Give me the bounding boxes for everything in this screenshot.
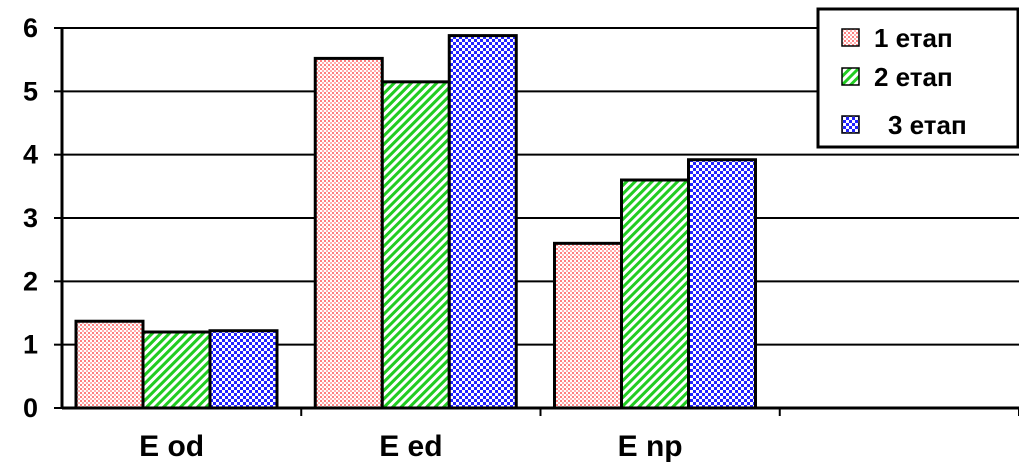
bar-1-3 xyxy=(553,241,623,410)
x-category-label: E ed xyxy=(379,430,442,463)
y-tick-label: 3 xyxy=(23,203,38,233)
bar-3-1 xyxy=(208,329,279,410)
y-tick-label: 5 xyxy=(23,76,38,106)
legend-label-2: 2 етап xyxy=(874,62,953,92)
legend-swatch-2 xyxy=(841,67,860,86)
gridlines xyxy=(62,27,1019,346)
y-tick-label: 4 xyxy=(23,140,38,170)
legend-label-3: 3 етап xyxy=(888,110,967,140)
bars xyxy=(74,34,757,410)
legend: 1 етап 2 етап 3 етап xyxy=(816,7,1019,149)
bar-1-2 xyxy=(313,56,384,410)
y-tick-label: 6 xyxy=(23,13,38,43)
x-category-labels: E od E ed E np xyxy=(139,408,1019,463)
x-category-label: E od xyxy=(139,430,204,463)
bar-3-3 xyxy=(687,158,757,410)
bar-2-3 xyxy=(620,178,690,410)
legend-item-3: 3 етап xyxy=(841,110,967,140)
bar-2-1 xyxy=(141,330,212,410)
bar-3-2 xyxy=(447,34,518,410)
y-tick-label: 0 xyxy=(23,393,38,423)
bar-1-1 xyxy=(74,319,145,410)
legend-swatch-3 xyxy=(841,115,860,134)
legend-item-2: 2 етап xyxy=(841,62,953,92)
y-tick-label: 1 xyxy=(23,330,38,360)
y-tick-label: 2 xyxy=(23,266,38,296)
bar-2-2 xyxy=(380,80,451,410)
x-category-label: E np xyxy=(618,430,683,463)
legend-swatch-1 xyxy=(841,28,860,47)
y-ticks: 0 1 2 3 4 5 6 xyxy=(23,13,62,423)
legend-label-1: 1 етап xyxy=(874,23,953,53)
legend-item-1: 1 етап xyxy=(841,23,953,53)
